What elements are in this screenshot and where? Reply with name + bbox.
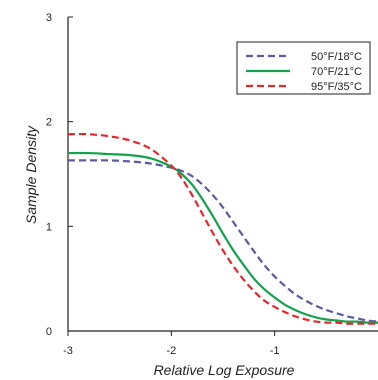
axes: 0 1 2 3 -3 -2 -1 (46, 12, 378, 357)
series-line (67, 132, 378, 325)
y-tick-label: 3 (46, 12, 52, 24)
series-line (67, 151, 378, 324)
legend-label: 50°F/18°C (311, 51, 362, 63)
y-tick-label: 1 (46, 221, 52, 233)
series-line (68, 159, 378, 323)
x-tick-label: -3 (63, 345, 73, 357)
x-axis-title: Relative Log Exposure (154, 362, 295, 378)
y-tick-label: 0 (46, 326, 52, 338)
series-lines (67, 132, 378, 325)
y-axis-title: Sample Density (23, 125, 39, 224)
legend-label: 95°F/35°C (311, 81, 362, 93)
y-tick-label: 2 (46, 117, 52, 129)
legend: 50°F/18°C 70°F/21°C 95°F/35°C (236, 41, 371, 95)
x-tick-label: -2 (166, 345, 176, 357)
legend-label: 70°F/21°C (311, 66, 362, 78)
x-tick-label: -1 (270, 345, 280, 357)
